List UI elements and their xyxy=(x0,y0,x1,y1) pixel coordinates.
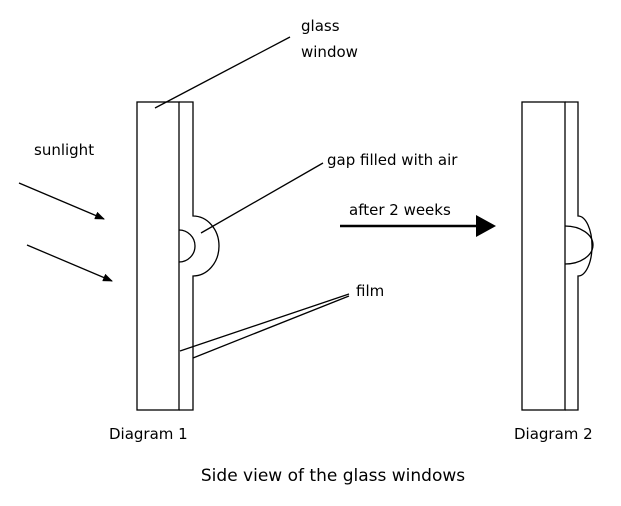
sunlight-arrow-2 xyxy=(26,244,113,282)
caption: Side view of the glass windows xyxy=(201,466,465,486)
sunlight-label: sunlight xyxy=(34,141,94,159)
diagram-2 xyxy=(521,101,594,411)
diagram-2-label: Diagram 2 xyxy=(514,425,593,443)
film-leader-line-b xyxy=(192,295,350,359)
film-leader-line-a xyxy=(179,293,350,352)
glass-leader-line xyxy=(154,36,291,109)
glass-pane-1 xyxy=(136,101,180,411)
film-layer-1 xyxy=(179,101,220,411)
after-arrow-head xyxy=(476,215,496,237)
sunlight-arrow-1 xyxy=(18,182,105,220)
gap-label: gap filled with air xyxy=(327,151,458,169)
diagram-1-label: Diagram 1 xyxy=(109,425,188,443)
film-label: film xyxy=(356,282,384,300)
after-label: after 2 weeks xyxy=(349,201,451,219)
film-layer-2 xyxy=(565,101,593,411)
diagram-1 xyxy=(18,36,350,411)
air-gap-1 xyxy=(178,229,196,263)
glass-window-label-line1: glass xyxy=(301,17,340,35)
gap-leader-line xyxy=(200,162,324,234)
glass-pane-2 xyxy=(521,101,566,411)
air-gap-2 xyxy=(564,225,594,265)
glass-window-label-line2: window xyxy=(301,43,358,61)
